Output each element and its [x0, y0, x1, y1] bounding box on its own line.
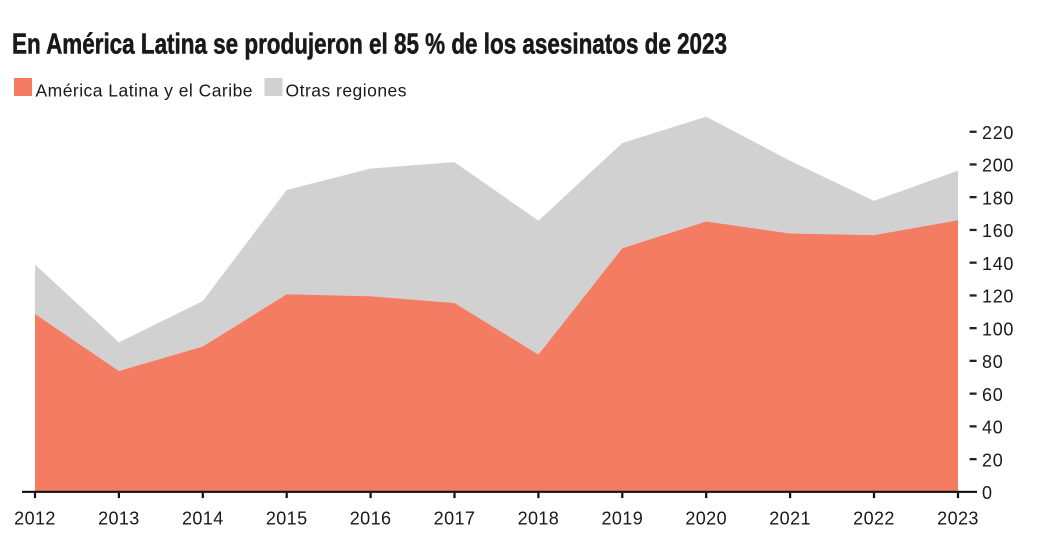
svg-text:En América Latina se produjero: En América Latina se produjeron el 85 % …	[12, 29, 727, 61]
svg-text:200: 200	[982, 156, 1014, 176]
svg-text:40: 40	[982, 418, 1003, 438]
svg-text:2015: 2015	[266, 509, 308, 529]
svg-text:0: 0	[982, 483, 993, 503]
svg-text:120: 120	[982, 287, 1014, 307]
svg-text:2018: 2018	[518, 509, 560, 529]
svg-text:160: 160	[982, 221, 1014, 241]
svg-text:2020: 2020	[685, 509, 727, 529]
svg-text:180: 180	[982, 188, 1014, 208]
svg-text:2013: 2013	[98, 509, 140, 529]
svg-text:2023: 2023	[937, 509, 979, 529]
svg-text:2019: 2019	[601, 509, 643, 529]
svg-text:2014: 2014	[182, 509, 224, 529]
svg-text:140: 140	[982, 254, 1014, 274]
svg-text:220: 220	[982, 123, 1014, 143]
svg-text:América Latina y el Caribe: América Latina y el Caribe	[36, 81, 253, 101]
svg-text:2022: 2022	[853, 509, 895, 529]
svg-text:2012: 2012	[14, 509, 56, 529]
svg-text:2021: 2021	[769, 509, 811, 529]
svg-text:100: 100	[982, 319, 1014, 339]
svg-text:Otras regiones: Otras regiones	[286, 81, 407, 101]
svg-text:2016: 2016	[350, 509, 392, 529]
svg-text:20: 20	[982, 450, 1003, 470]
svg-text:60: 60	[982, 385, 1003, 405]
svg-text:80: 80	[982, 352, 1003, 372]
svg-text:2017: 2017	[434, 509, 476, 529]
